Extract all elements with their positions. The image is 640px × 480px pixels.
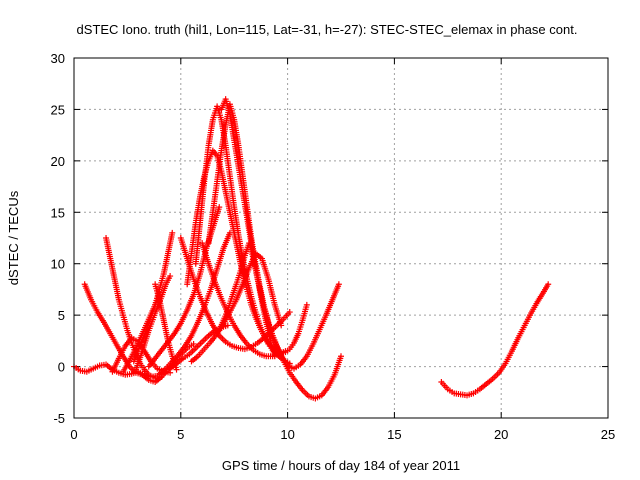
- y-tick-label: 20: [51, 154, 65, 169]
- y-axis-label: dSTEC / TECUs: [6, 190, 21, 285]
- data-point: [216, 204, 223, 211]
- data-series: [199, 240, 289, 360]
- data-point: [286, 309, 293, 316]
- grid: [74, 58, 608, 418]
- x-tick-label: 5: [177, 427, 184, 442]
- x-tick-label: 20: [494, 427, 508, 442]
- x-tick-label: 15: [387, 427, 401, 442]
- data-point: [278, 322, 285, 329]
- y-tick-label: -5: [53, 411, 65, 426]
- x-tick-label: 10: [280, 427, 294, 442]
- ticks: 0 5 10 15 20 25 -5 0 5 10 15 20 25 30: [51, 51, 616, 442]
- data-series: [192, 103, 293, 367]
- data-point: [169, 229, 176, 236]
- data-point: [545, 281, 552, 288]
- data-point: [338, 353, 344, 360]
- data-point: [167, 273, 174, 280]
- x-tick-label: 25: [601, 427, 615, 442]
- data-point: [282, 348, 289, 355]
- x-tick-label: 0: [70, 427, 77, 442]
- data-point: [224, 322, 231, 329]
- data-point: [303, 301, 310, 308]
- data-point: [190, 340, 197, 347]
- y-tick-label: 25: [51, 102, 65, 117]
- y-tick-label: 10: [51, 257, 65, 272]
- y-tick-label: 5: [58, 308, 65, 323]
- data-series: [438, 281, 552, 399]
- y-tick-label: 0: [58, 360, 65, 375]
- data-point: [173, 366, 180, 373]
- data-marks: [71, 96, 552, 402]
- data-series: [188, 250, 285, 365]
- data-series: [132, 273, 174, 373]
- chart-title: dSTEC Iono. truth (hil1, Lon=115, Lat=-3…: [77, 22, 578, 37]
- x-axis-label: GPS time / hours of day 184 of year 2011: [222, 458, 460, 473]
- y-tick-label: 15: [51, 205, 65, 220]
- plot-frame: [73, 57, 609, 419]
- data-point: [335, 281, 342, 288]
- y-tick-label: 30: [51, 51, 65, 66]
